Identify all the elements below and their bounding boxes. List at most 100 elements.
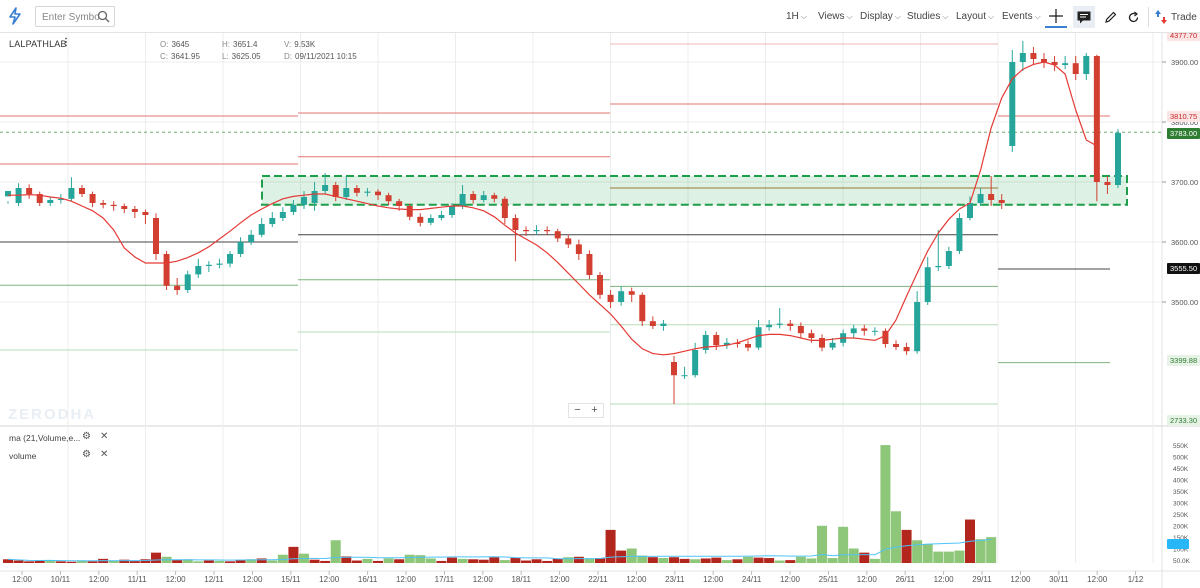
candle-down[interactable] — [174, 285, 181, 290]
volume-bar-up[interactable] — [563, 557, 574, 563]
volume-bar-up[interactable] — [880, 445, 891, 563]
candle-up[interactable] — [322, 185, 329, 191]
candle-down[interactable] — [375, 191, 381, 196]
volume-bar-down[interactable] — [341, 556, 352, 563]
candle-up[interactable] — [195, 266, 202, 275]
volume-bar-down[interactable] — [521, 560, 531, 563]
gear-icon[interactable]: ⚙ — [82, 431, 91, 442]
volume-bar-down[interactable] — [447, 557, 457, 563]
candle-down[interactable] — [353, 188, 360, 193]
chart-area[interactable]: 3500.00 3600.00 3700.00 3800.00 3900.00 4377.… — [0, 33, 1200, 588]
gear-icon[interactable]: ⚙ — [82, 449, 91, 460]
candle-up[interactable] — [459, 194, 466, 206]
volume-bar-down[interactable] — [542, 560, 553, 563]
volume-bar-up[interactable] — [182, 559, 193, 563]
volume-bar-up[interactable] — [690, 559, 701, 563]
volume-bar-down[interactable] — [140, 559, 151, 563]
candle-up[interactable] — [660, 323, 667, 326]
candle-up[interactable] — [47, 200, 54, 203]
volume-bar-up[interactable] — [721, 560, 732, 563]
candle-up[interactable] — [924, 267, 931, 302]
candle-down[interactable] — [89, 194, 96, 203]
more-vertical-icon[interactable]: ⋮ — [61, 37, 71, 48]
candle-up[interactable] — [1115, 132, 1121, 185]
candle-down[interactable] — [861, 328, 868, 331]
volume-bar-up[interactable] — [975, 539, 986, 563]
volume-bar-up[interactable] — [827, 558, 838, 563]
candle-down[interactable] — [470, 194, 477, 200]
volume-bar-down[interactable] — [647, 557, 658, 563]
candle-up[interactable] — [258, 224, 265, 235]
volume-bar-up[interactable] — [267, 560, 278, 563]
volume-bar-down[interactable] — [510, 558, 521, 563]
kite-logo-icon[interactable] — [6, 7, 24, 25]
candle-up[interactable] — [776, 323, 783, 325]
volume-bar-up[interactable] — [922, 544, 933, 563]
volume-bar-up[interactable] — [658, 558, 669, 563]
candle-down[interactable] — [512, 218, 519, 230]
candle-up[interactable] — [935, 266, 942, 268]
volume-bar-up[interactable] — [404, 554, 415, 563]
volume-bar-up[interactable] — [383, 558, 394, 563]
candle-up[interactable] — [216, 263, 223, 265]
candle-down[interactable] — [385, 195, 392, 202]
candle-up[interactable] — [1019, 53, 1026, 62]
candle-down[interactable] — [998, 200, 1005, 203]
candle-down[interactable] — [903, 347, 910, 352]
candle-down[interactable] — [110, 204, 117, 206]
volume-bar-down[interactable] — [489, 557, 500, 563]
volume-bar-up[interactable] — [193, 561, 204, 563]
candle-down[interactable] — [713, 335, 720, 346]
volume-bar-up[interactable] — [77, 560, 87, 563]
volume-bar-down[interactable] — [55, 561, 66, 563]
candle-up[interactable] — [723, 342, 730, 346]
volume-bar-down[interactable] — [256, 558, 267, 563]
volume-bar-up[interactable] — [277, 554, 288, 563]
volume-bar-down[interactable] — [87, 561, 98, 563]
symbol-search-input[interactable] — [42, 9, 100, 25]
candle-up[interactable] — [533, 230, 540, 232]
volume-bar-up[interactable] — [214, 560, 225, 563]
candle-down[interactable] — [153, 218, 159, 254]
candle-up[interactable] — [343, 188, 350, 197]
volume-bar-down[interactable] — [711, 557, 722, 563]
studies-menu[interactable]: Studies ⌵ — [907, 11, 948, 22]
volume-bar-up[interactable] — [774, 560, 785, 563]
volume-bar-down[interactable] — [13, 560, 24, 563]
candle-up[interactable] — [766, 324, 773, 328]
volume-bar-down[interactable] — [531, 559, 542, 563]
candle-down[interactable] — [100, 203, 107, 205]
candle-up[interactable] — [914, 302, 921, 352]
zoom-out-button[interactable]: − — [574, 404, 581, 416]
candle-up[interactable] — [1062, 63, 1069, 65]
volume-bar-down[interactable] — [288, 546, 299, 563]
candle-down[interactable] — [565, 238, 572, 245]
symbol-search-box[interactable] — [35, 6, 115, 27]
candle-up[interactable] — [681, 375, 688, 377]
volume-bar-up[interactable] — [743, 556, 753, 563]
candle-down[interactable] — [396, 201, 403, 206]
volume-bar-up[interactable] — [838, 526, 849, 563]
candle-down[interactable] — [1030, 53, 1037, 59]
candle-up[interactable] — [449, 206, 455, 215]
volume-bar-down[interactable] — [394, 559, 405, 563]
price-chart[interactable]: 3500.00 3600.00 3700.00 3800.00 3900.00 4377.… — [0, 33, 1200, 588]
volume-bar-down[interactable] — [351, 560, 362, 563]
volume-bar-down[interactable] — [129, 561, 140, 563]
volume-bar-up[interactable] — [912, 540, 923, 563]
volume-bar-down[interactable] — [151, 552, 161, 563]
candle-down[interactable] — [575, 244, 582, 254]
volume-bar-down[interactable] — [700, 558, 711, 563]
volume-bar-down[interactable] — [436, 560, 447, 563]
candle-down[interactable] — [1041, 59, 1047, 62]
candle-up[interactable] — [5, 191, 11, 197]
volume-bar-down[interactable] — [3, 559, 13, 563]
volume-bar-down[interactable] — [753, 557, 764, 563]
candle-down[interactable] — [332, 185, 339, 197]
volume-bar-down[interactable] — [24, 561, 35, 563]
candle-up[interactable] — [618, 291, 625, 302]
volume-bar-down[interactable] — [785, 560, 796, 563]
volume-bar-down[interactable] — [468, 559, 479, 563]
candle-down[interactable] — [544, 230, 551, 232]
candle-down[interactable] — [893, 344, 899, 347]
